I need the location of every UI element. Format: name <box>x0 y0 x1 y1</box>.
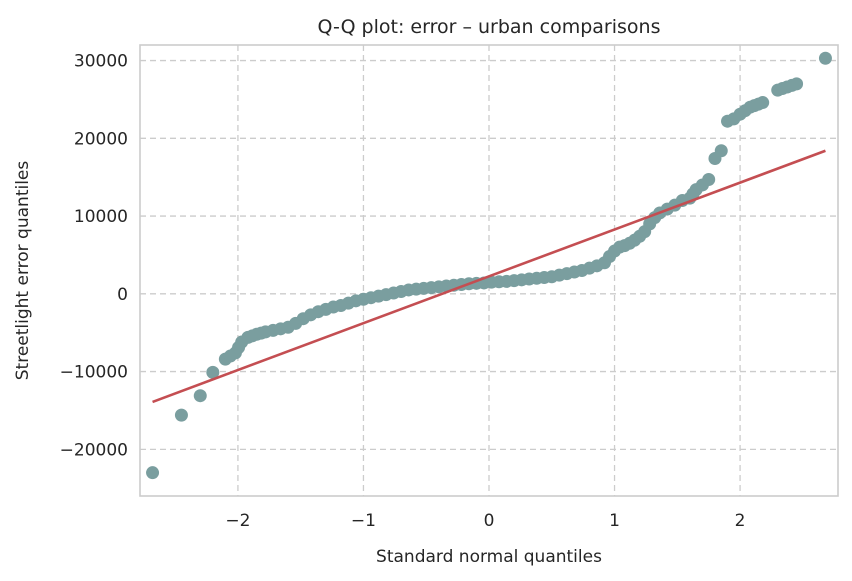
data-point <box>223 349 237 363</box>
data-point <box>254 326 268 340</box>
data-point <box>702 173 716 187</box>
y-axis-title: Streetlight error quantiles <box>13 161 33 381</box>
x-tick-label: 2 <box>735 511 746 531</box>
y-tick-label: −10000 <box>60 363 128 383</box>
data-point <box>751 97 765 111</box>
chart-title: Q-Q plot: error – urban comparisons <box>318 16 661 38</box>
data-point <box>232 340 246 354</box>
data-point <box>714 144 728 158</box>
data-point <box>193 389 207 403</box>
data-point <box>818 51 832 65</box>
grid <box>140 45 838 496</box>
x-tick-labels: −2 −1 0 1 2 <box>225 511 745 531</box>
data-point <box>174 408 188 422</box>
plot-frame <box>139 44 839 497</box>
x-axis-title: Standard normal quantiles <box>376 547 602 567</box>
data-point <box>146 466 160 480</box>
x-tick-label: 0 <box>484 511 495 531</box>
reference-line <box>152 149 826 404</box>
y-tick-label: 30000 <box>74 52 128 72</box>
y-tick-label: 20000 <box>74 129 128 149</box>
reference-line-group <box>152 149 826 404</box>
y-tick-label: 10000 <box>74 207 128 227</box>
data-point <box>686 187 700 201</box>
data-point <box>206 365 220 379</box>
data-point <box>785 78 799 92</box>
x-tick-label: 1 <box>609 511 620 531</box>
y-tick-labels: −20000 −10000 0 10000 20000 30000 <box>60 52 128 461</box>
y-tick-label: −20000 <box>60 440 128 460</box>
x-tick-label: −2 <box>225 511 250 531</box>
x-tick-label: −1 <box>351 511 376 531</box>
y-tick-label: 0 <box>117 285 128 305</box>
